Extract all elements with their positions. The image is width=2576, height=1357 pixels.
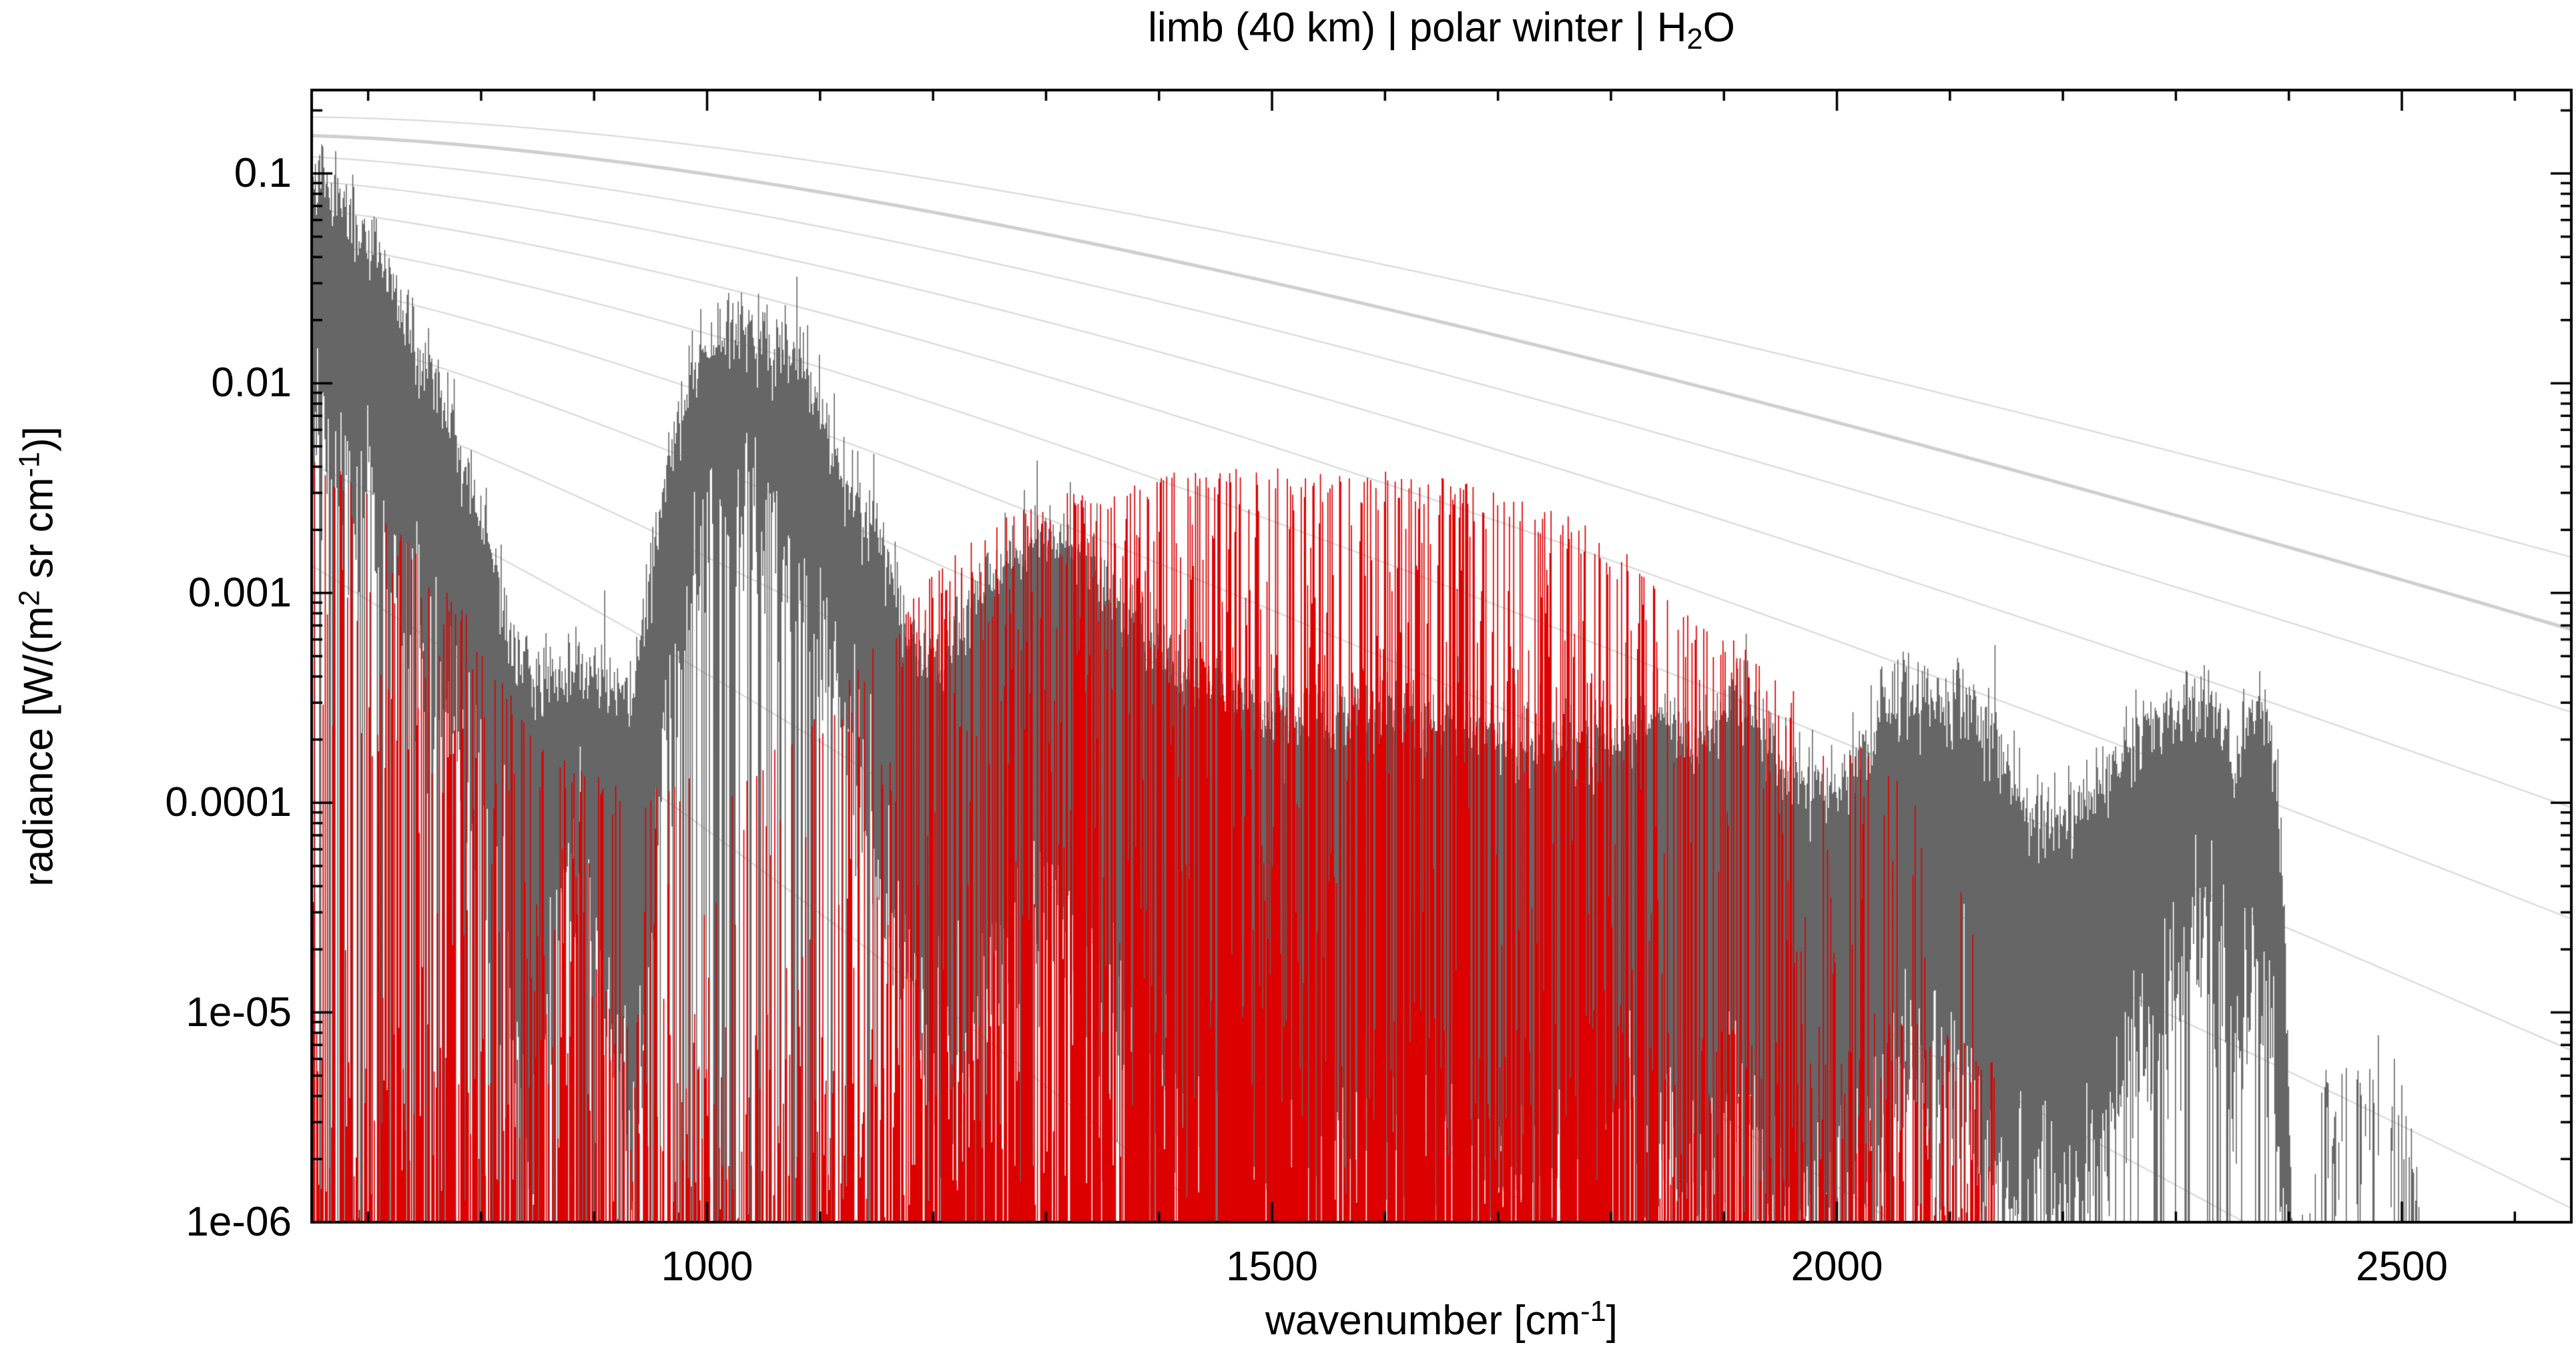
y-tick-label: 0.001 xyxy=(188,569,292,616)
x-tick-label: 1000 xyxy=(661,1244,753,1290)
label-text: limb (40 km) | polar winter | H xyxy=(1148,5,1687,51)
label-subscript: 2 xyxy=(1686,23,1703,55)
x-axis-title: wavenumber [cm-1] xyxy=(1265,1296,1618,1344)
label-text: )] xyxy=(15,426,62,452)
y-tick-label: 0.1 xyxy=(234,150,292,197)
y-tick-label: 1e-05 xyxy=(186,989,292,1035)
x-tick-label: 1500 xyxy=(1226,1244,1319,1290)
label-supscript: -1 xyxy=(1580,1296,1606,1328)
x-tick-label: 2500 xyxy=(2356,1244,2449,1290)
x-axis-title-text: wavenumber [cm-1] xyxy=(1265,1296,1618,1344)
y-tick-label: 1e-06 xyxy=(186,1199,292,1245)
label-text: ] xyxy=(1606,1298,1618,1344)
label-text: O xyxy=(1702,5,1735,51)
label-text: radiance [W/(m xyxy=(15,606,62,887)
label-supscript: -1 xyxy=(13,452,46,478)
label-text: wavenumber [cm xyxy=(1265,1298,1581,1344)
chart-title-text: limb (40 km) | polar winter | H2O xyxy=(1148,5,1735,55)
y-tick-label: 0.01 xyxy=(211,360,292,406)
chart-title: limb (40 km) | polar winter | H2O xyxy=(1148,4,1735,55)
x-tick-label: 2000 xyxy=(1791,1244,1883,1290)
y-tick-label: 0.0001 xyxy=(165,779,292,826)
